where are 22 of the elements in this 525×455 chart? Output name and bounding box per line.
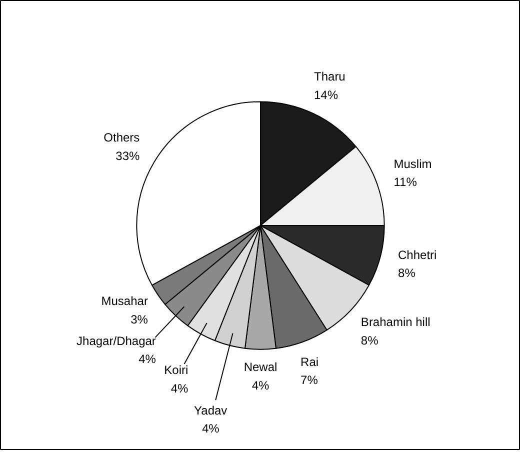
slice-label: Others: [104, 130, 140, 145]
data-label: 4%: [252, 378, 270, 392]
data-label: 8%: [398, 266, 416, 280]
slice-label: Newal: [244, 360, 278, 374]
slice-label: Muslim: [394, 157, 432, 172]
data-label: 14%: [314, 88, 338, 102]
data-label: 4%: [170, 381, 189, 396]
slice-label: Rai: [300, 354, 319, 369]
data-label: 11%: [394, 175, 418, 190]
data-label: 4%: [202, 422, 220, 436]
data-label: 8%: [360, 333, 379, 348]
slice-label: Chhetri: [398, 248, 437, 262]
slice-label: Tharu: [314, 70, 346, 84]
data-label: 33%: [116, 148, 140, 163]
data-label: 3%: [130, 312, 148, 326]
slice-label: Brahamin hill: [360, 315, 430, 330]
slice-label: Yadav: [194, 403, 228, 418]
slice-label: Musahar: [101, 294, 148, 308]
slice-label: Koiri: [164, 363, 188, 378]
data-label: 7%: [300, 372, 318, 387]
data-label: 4%: [138, 352, 156, 366]
slice-label: Jhagar/Dhagar: [76, 334, 156, 348]
